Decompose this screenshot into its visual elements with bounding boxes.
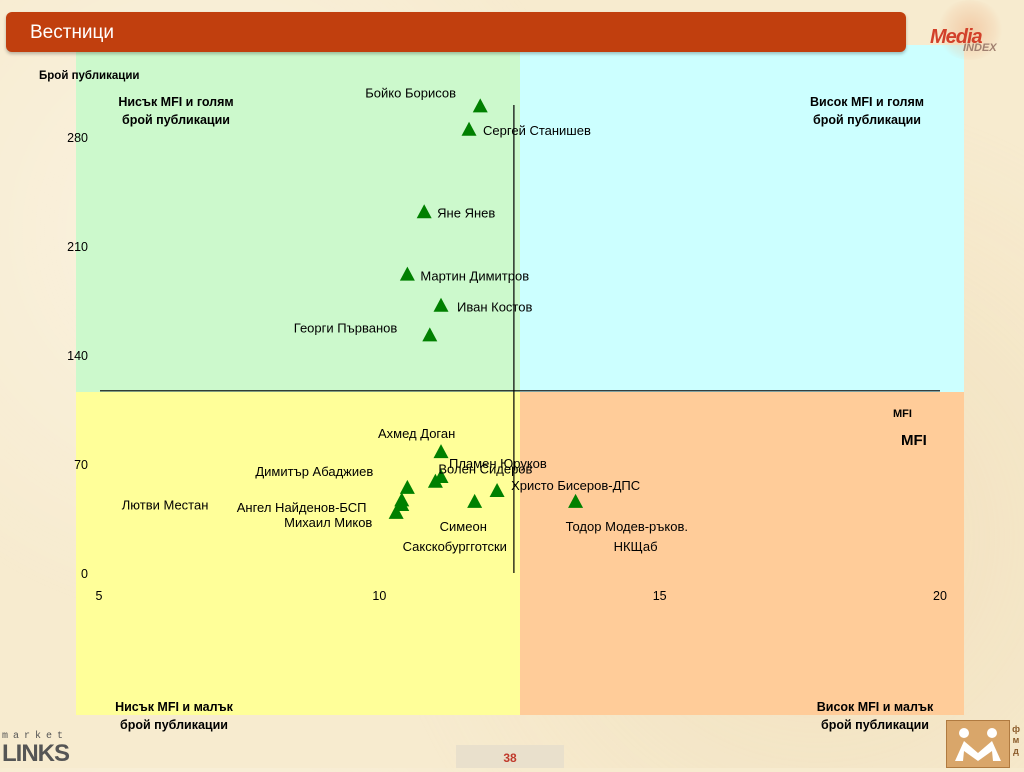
data-point-marker [399, 479, 415, 494]
y-tick-label: 210 [67, 240, 88, 254]
y-tick-label: 70 [74, 458, 88, 472]
media-index-logo-sub: INDEX [963, 42, 997, 54]
data-point-label: Волен Сидеров [438, 462, 532, 477]
data-point-marker [416, 204, 432, 219]
media-index-logo: Media [930, 26, 983, 48]
y-axis-title: Брой публикации [39, 70, 139, 82]
data-point-label: Иван Костов [457, 300, 532, 315]
data-point-label: Симеон [440, 519, 487, 534]
quadrant-bottom-left [76, 392, 520, 715]
data-point-label: Пламен Юруков [449, 456, 547, 471]
quadrant-top-left [76, 45, 520, 392]
data-point-label: Лютви Местан [122, 497, 209, 512]
fmd-logo-text: ф м д [1012, 724, 1020, 756]
data-point-label: Мартин Димитров [420, 269, 529, 284]
data-point-label: Ангел Найденов-БСП [237, 500, 367, 515]
data-point-label: Михаил Миков [284, 515, 372, 530]
x-tick-label: 10 [372, 589, 386, 603]
data-point-marker [399, 266, 415, 281]
x-tick-label: 15 [653, 589, 667, 603]
media-index-logo-sun [935, 0, 1005, 60]
data-point-marker [422, 327, 438, 342]
quadrant-bottom-right [520, 392, 964, 715]
quadrant-label-bottom-left: Нисък MFI и малък брой публикации [115, 700, 233, 732]
data-point-marker [394, 497, 410, 512]
data-point-label: Георги Първанов [294, 320, 398, 335]
title-bar: Вестници [6, 12, 906, 52]
fmd-logo-figures-icon [955, 728, 1001, 761]
data-point-marker [427, 473, 443, 488]
data-point-label: Яне Янев [437, 205, 495, 220]
data-point-label: Димитър Абаджиев [255, 464, 373, 479]
data-point-marker [461, 121, 477, 136]
fmd-logo [946, 720, 1010, 768]
page-number: 38 [456, 745, 564, 768]
market-links-logo-top: market [2, 731, 69, 742]
data-point-marker [467, 493, 483, 508]
quadrant-top-right [520, 45, 964, 392]
x-tick-label: 20 [933, 589, 947, 603]
quadrant-label-bottom-right: Висок MFI и малък брой публикации [816, 700, 934, 732]
y-tick-label: 0 [81, 567, 88, 581]
x-axis-title: MFI [901, 432, 927, 449]
quadrant-label-top-left: Нисък MFI и голям брой публикации [118, 95, 234, 127]
data-point-marker [489, 483, 505, 498]
data-point-marker [433, 444, 449, 459]
data-point-marker [472, 98, 488, 113]
data-point-label: Тодор Модев-ръков. [566, 519, 688, 534]
data-point-marker [433, 297, 449, 312]
data-point-label: Сергей Станишев [483, 123, 591, 138]
x-tick-label: 5 [96, 589, 103, 603]
data-point-label: Бойко Борисов [365, 85, 456, 100]
y-tick-label: 280 [67, 131, 88, 145]
data-point-label: Ахмед Доган [378, 426, 455, 441]
data-point-marker [388, 504, 404, 519]
data-point-marker [568, 493, 584, 508]
data-point-label: Христо Бисеров-ДПС [511, 478, 640, 493]
y-tick-label: 140 [67, 349, 88, 363]
market-links-logo: LINKS [2, 740, 70, 767]
data-point-label: Сакскобургготски [403, 539, 507, 554]
page-title: Вестници [30, 22, 115, 43]
quadrant-label-top-right: Висок MFI и голям брой публикации [809, 95, 925, 127]
x-axis-title-small: MFI [893, 408, 912, 420]
data-point-label: НКЩаб [614, 539, 658, 554]
